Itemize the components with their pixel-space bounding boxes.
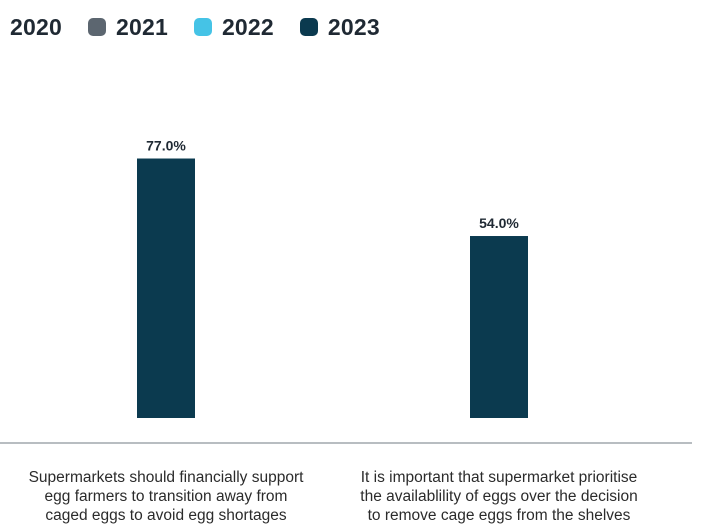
legend-item-2020[interactable]: 2020	[10, 14, 62, 41]
legend-swatch-2023	[299, 18, 318, 36]
legend-item-2022[interactable]: 2022	[193, 13, 274, 41]
legend-item-2021[interactable]: 2021	[87, 13, 168, 41]
legend-label-2020: 2020	[10, 13, 62, 40]
category-label-0: Supermarkets should financially support …	[28, 469, 304, 524]
legend-swatch-2022	[193, 18, 212, 36]
bar-value-label-1: 54.0%	[479, 215, 519, 231]
legend: 2020 2021 2022 2023	[10, 12, 406, 42]
bar-value-label-0: 77.0%	[146, 138, 186, 154]
category-label-1: It is important that supermarket priorit…	[360, 469, 638, 524]
legend-label-2023: 2023	[327, 13, 380, 40]
legend-item-2023[interactable]: 2023	[299, 13, 380, 41]
legend-label-2021: 2021	[115, 13, 168, 40]
bar-2023-1[interactable]	[470, 236, 528, 418]
legend-swatch-2021	[87, 18, 106, 36]
bar-2023-0[interactable]	[137, 158, 195, 418]
legend-label-2022: 2022	[221, 13, 274, 40]
